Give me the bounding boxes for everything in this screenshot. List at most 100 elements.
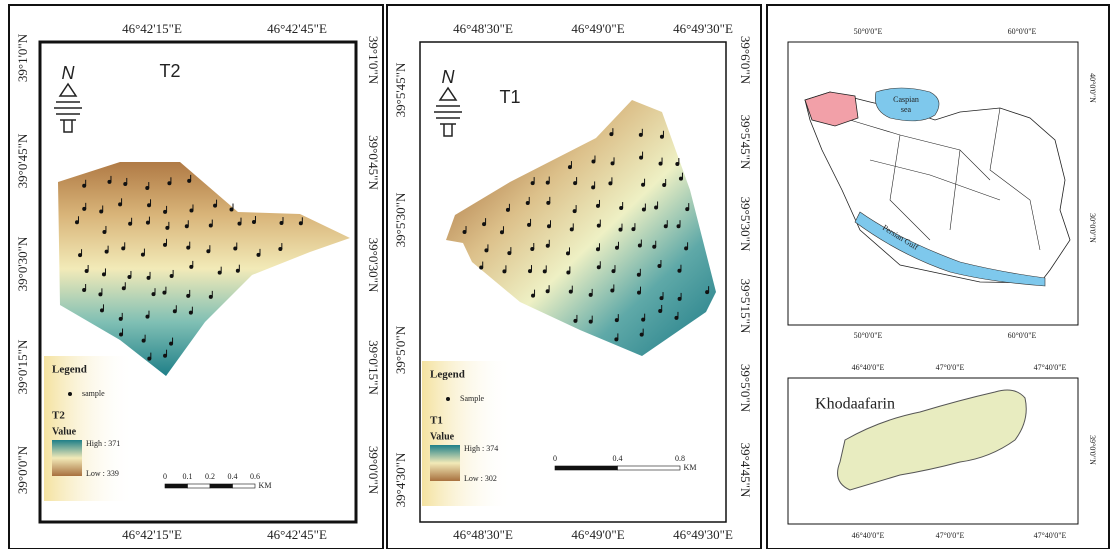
scale-unit: KM xyxy=(259,481,272,490)
scale-segment xyxy=(617,465,681,471)
map-frame xyxy=(787,377,1079,525)
top-coord-label: 46°49'30"E xyxy=(673,21,733,36)
right-coord-label: 39°0'0"N xyxy=(366,446,381,495)
map-frame xyxy=(787,41,1079,326)
legend-low: Low : 339 xyxy=(86,469,119,478)
bottom-coord-label: 50°0'0"E xyxy=(854,331,883,340)
top-coord-label: 47°0'0"E xyxy=(936,363,965,372)
right-coord-label: 39°0'30"N xyxy=(366,238,381,293)
scale-segment xyxy=(187,483,211,489)
north-arrow xyxy=(434,86,462,137)
right-coord-label: 39°5'15"N xyxy=(738,279,753,334)
dem-area xyxy=(58,162,350,376)
legend-sample-symbol xyxy=(68,392,72,396)
right-coord-label: 39°0'15"N xyxy=(366,340,381,395)
legend-glow xyxy=(422,361,512,506)
top-coord-label: 50°0'0"E xyxy=(854,27,883,36)
legend-sample-symbol xyxy=(446,397,450,401)
legend-ramp xyxy=(430,445,460,481)
study-province xyxy=(804,91,859,127)
scale-label: 0.6 xyxy=(250,472,260,481)
map-title: T2 xyxy=(159,61,180,81)
bottom-coord-label: 46°40'0"E xyxy=(852,531,885,540)
bottom-coord-label: 46°42'45"E xyxy=(267,527,327,542)
panel-border xyxy=(8,4,384,549)
scale-label: 0.4 xyxy=(228,472,238,481)
right-coord-label: 39°0'45"N xyxy=(366,135,381,190)
right-coord-label: 39°5'30"N xyxy=(738,197,753,252)
top-coord-label: 46°42'45"E xyxy=(267,21,327,36)
legend-sample: Sample xyxy=(460,394,484,403)
scale-label: 0 xyxy=(553,454,557,463)
bottom-coord-label: 46°48'30"E xyxy=(453,527,513,542)
legend-high: High : 371 xyxy=(86,439,120,448)
caspian-sea xyxy=(875,87,940,122)
right-coord-label: 30°0'0"N xyxy=(1088,213,1097,243)
left-coord-label: 39°4'30"N xyxy=(393,452,408,507)
bottom-coord-label: 46°49'0"E xyxy=(571,527,624,542)
legend-layer: T2 xyxy=(52,410,65,422)
north-arrow xyxy=(54,82,82,133)
bottom-coord-label: 60°0'0"E xyxy=(1008,331,1037,340)
province-borders xyxy=(849,107,1041,251)
left-coord-label: 39°1'0"N xyxy=(15,33,30,82)
map-title: T1 xyxy=(499,87,520,107)
right-coord-label: 39°5'0"N xyxy=(738,364,753,413)
scale-segment xyxy=(164,483,188,489)
legend-title: Legend xyxy=(52,364,87,376)
north-label: N xyxy=(62,63,76,83)
top-coord-label: 46°40'0"E xyxy=(852,363,885,372)
top-coord-label: 46°48'30"E xyxy=(453,21,513,36)
top-coord-label: 60°0'0"E xyxy=(1008,27,1037,36)
right-coord-label: 39°0'0"N xyxy=(1088,435,1097,465)
scale-segment xyxy=(209,483,233,489)
scale-segment xyxy=(554,465,618,471)
scale-label: 0.1 xyxy=(183,472,193,481)
panel-border xyxy=(766,4,1110,549)
left-coord-label: 39°5'45"N xyxy=(393,62,408,117)
map-frame xyxy=(419,41,727,523)
bottom-coord-label: 46°42'15"E xyxy=(122,527,182,542)
left-coord-label: 39°0'30"N xyxy=(15,236,30,291)
persian-gulf xyxy=(854,211,1046,287)
scale-label: 0.2 xyxy=(205,472,215,481)
bottom-coord-label: 47°0'0"E xyxy=(936,531,965,540)
legend-value: Value xyxy=(430,431,455,442)
scale-label: 0.8 xyxy=(675,454,685,463)
north-label: N xyxy=(442,67,456,87)
dem-area xyxy=(446,100,716,356)
right-coord-label: 39°5'45"N xyxy=(738,115,753,170)
scale-label: 0.4 xyxy=(613,454,623,463)
study-area xyxy=(837,389,1027,491)
legend-layer: T1 xyxy=(430,415,443,427)
legend-value: Value xyxy=(52,426,77,437)
legend-glow xyxy=(44,356,134,501)
map-frame xyxy=(38,40,358,524)
caspian-label: sea xyxy=(901,105,912,114)
study-area-title: Khodaafarin xyxy=(815,396,895,413)
scale-unit: KM xyxy=(684,463,697,472)
legend-high: High : 374 xyxy=(464,444,498,453)
top-coord-label: 47°40'0"E xyxy=(1034,363,1067,372)
right-coord-label: 40°0'0"N xyxy=(1088,73,1097,103)
scale-segment xyxy=(232,483,256,489)
legend-title: Legend xyxy=(430,369,465,381)
left-coord-label: 39°0'15"N xyxy=(15,339,30,394)
right-coord-label: 39°6'0"N xyxy=(738,36,753,85)
right-coord-label: 39°4'45"N xyxy=(738,443,753,498)
left-coord-label: 39°0'45"N xyxy=(15,133,30,188)
bottom-coord-label: 47°40'0"E xyxy=(1034,531,1067,540)
right-coord-label: 39°1'0"N xyxy=(366,36,381,85)
scale-label: 0 xyxy=(163,472,167,481)
panel-border xyxy=(386,4,762,549)
left-coord-label: 39°5'0"N xyxy=(393,325,408,374)
legend-ramp xyxy=(52,440,82,476)
left-coord-label: 39°5'30"N xyxy=(393,192,408,247)
caspian-label: Caspian xyxy=(893,95,919,104)
left-coord-label: 39°0'0"N xyxy=(15,445,30,494)
bottom-coord-label: 46°49'30"E xyxy=(673,527,733,542)
legend-low: Low : 302 xyxy=(464,474,497,483)
top-coord-label: 46°49'0"E xyxy=(571,21,624,36)
legend-sample: sample xyxy=(82,389,105,398)
